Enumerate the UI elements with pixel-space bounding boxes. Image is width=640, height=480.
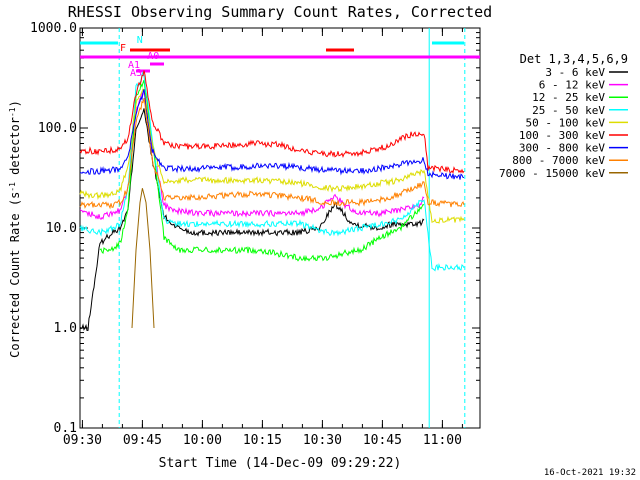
flag-label: A3	[130, 68, 142, 79]
x-tick-label: 10:45	[363, 433, 402, 448]
legend-entry-label: 3 - 6 keV	[545, 66, 605, 79]
x-axis: 09:30 09:45 10:00 10:15 10:30 10:45 11:00	[63, 28, 463, 448]
y-tick-label: 10.0	[46, 221, 77, 236]
timestamp: 16-Oct-2021 19:32	[544, 468, 636, 478]
x-tick-label: 10:15	[243, 433, 282, 448]
y-axis-label-part: Corrected Count Rate (s	[8, 192, 22, 358]
x-tick-label: 10:00	[183, 433, 222, 448]
y-axis-label-part: detector	[8, 117, 22, 182]
flag-bars	[80, 41, 480, 73]
y-tick-label: 1000.0	[30, 21, 77, 36]
x-axis-label: Start Time (14-Dec-09 09:29:22)	[159, 456, 402, 471]
y-axis-label-superscript: -1	[8, 182, 17, 192]
legend-entry-label: 12 - 25 keV	[532, 91, 605, 104]
vertical-markers	[118, 28, 466, 428]
x-tick-label: 09:30	[63, 433, 102, 448]
series-line	[79, 97, 465, 210]
legend-entry-label: 7000 - 15000 keV	[499, 167, 605, 180]
y-tick-label: 0.1	[54, 421, 77, 436]
flag-label: N	[137, 35, 143, 46]
x-tick-label: 11:00	[423, 433, 462, 448]
legend-entry-label: 300 - 800 keV	[519, 142, 605, 155]
flag-label: A0	[147, 51, 159, 62]
x-tick-label: 09:45	[123, 433, 162, 448]
series-line	[79, 70, 465, 174]
legend-entry-label: 800 - 7000 keV	[512, 154, 605, 167]
legend-entry-label: 50 - 100 keV	[526, 116, 606, 129]
series-line	[79, 71, 465, 272]
legend-entry-label: 100 - 300 keV	[519, 129, 605, 142]
series-lines	[79, 70, 465, 332]
series-line	[79, 89, 425, 221]
legend-entry-label: 6 - 12 keV	[539, 79, 606, 92]
legend-header: Det 1,3,4,5,6,9	[520, 52, 628, 66]
x-tick-label: 10:30	[303, 433, 342, 448]
series-line	[131, 188, 155, 329]
chart-title: RHESSI Observing Summary Count Rates, Co…	[68, 3, 492, 21]
legend-entry-label: 25 - 50 keV	[532, 104, 605, 117]
series-line	[79, 89, 465, 180]
flag-label: A1	[128, 60, 140, 71]
y-axis: 0.1 1.0 10.0 100.0 1000.0	[30, 21, 480, 436]
y-axis-label: Corrected Count Rate (s-1 detector-1)	[8, 100, 23, 358]
y-tick-label: 100.0	[38, 121, 77, 136]
y-axis-label-superscript: -1	[8, 107, 17, 117]
flag-label: F	[120, 43, 126, 54]
y-axis-label-part: )	[8, 100, 22, 107]
y-tick-label: 1.0	[54, 321, 77, 336]
